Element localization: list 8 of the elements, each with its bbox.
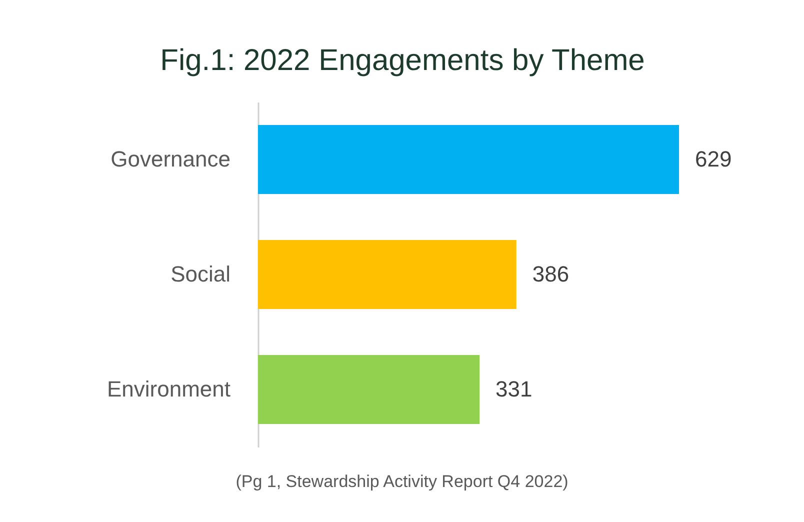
y-tick-label: Social bbox=[170, 262, 230, 286]
y-tick-label: Environment bbox=[106, 376, 230, 402]
data-label: 386 bbox=[532, 262, 570, 286]
text: (Pg 1, Stewardship Activity Report Q4 2022) bbox=[236, 472, 568, 491]
data-label: 629 bbox=[695, 146, 732, 172]
y-tick-label: Governance bbox=[110, 146, 230, 172]
chart-title: Fig.1: 2022 Engagements by Theme bbox=[160, 44, 645, 77]
data-label: 331 bbox=[496, 376, 532, 402]
